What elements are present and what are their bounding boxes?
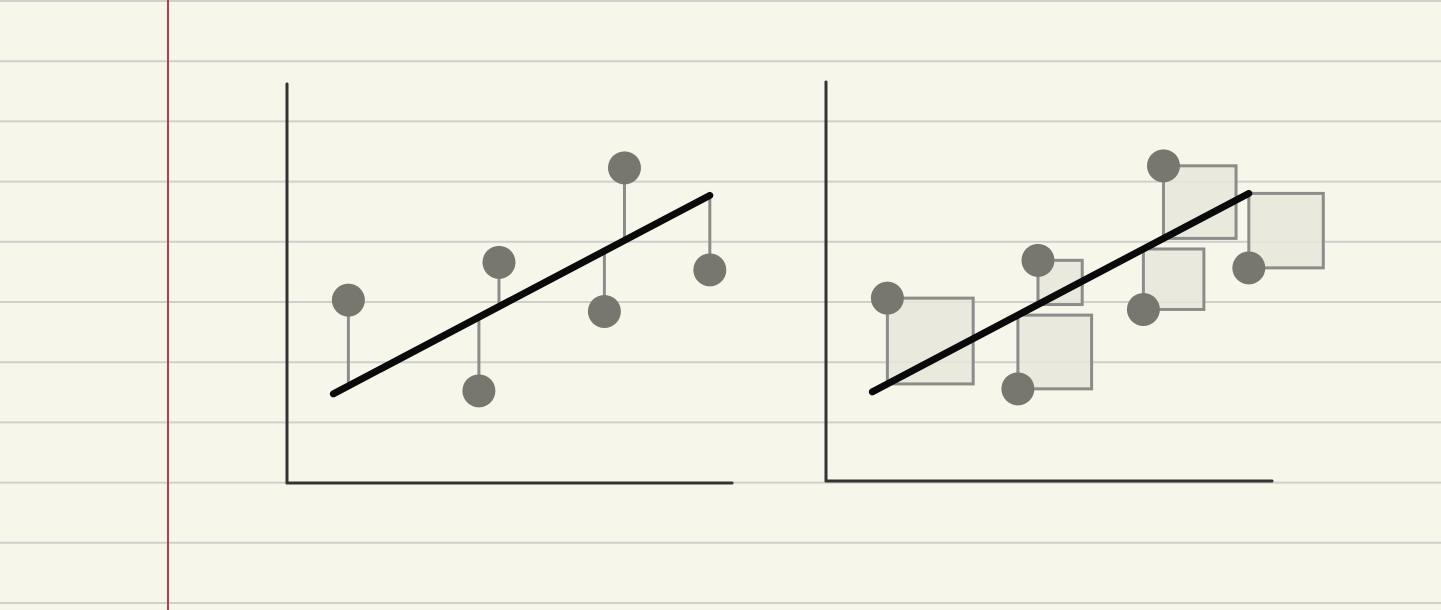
regression-line — [868, 189, 1253, 396]
data-point — [1001, 372, 1035, 406]
residual-squares-plot — [824, 80, 1325, 483]
residual-lines-plot — [285, 82, 734, 485]
data-point — [1146, 149, 1180, 183]
data-point — [870, 281, 904, 315]
data-point — [1126, 292, 1160, 326]
data-point — [1232, 251, 1266, 285]
data-point — [607, 151, 641, 185]
residual-square — [1247, 191, 1325, 270]
data-point — [587, 294, 621, 328]
data-point — [693, 253, 727, 287]
residual-square — [885, 296, 975, 386]
data-point — [482, 245, 516, 279]
data-point — [331, 283, 365, 317]
data-point — [462, 374, 496, 408]
regression-line — [329, 191, 714, 398]
residual-square — [1016, 313, 1094, 391]
data-point — [1021, 243, 1055, 277]
residual-square — [1161, 164, 1238, 240]
